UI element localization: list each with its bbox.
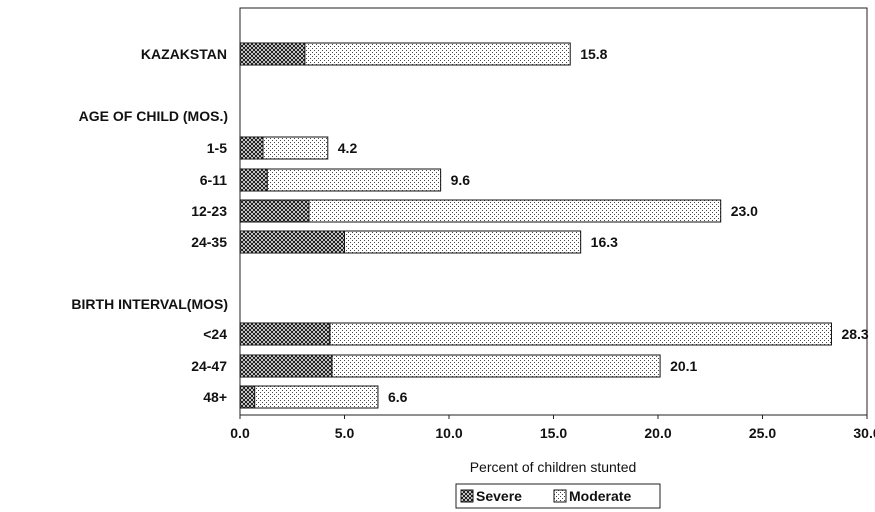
- category-label-48: 48+: [203, 389, 227, 405]
- bar-severe-24-47: [239, 354, 333, 378]
- bar-moderate-24: [329, 322, 832, 346]
- x-tick-label: 25.0: [749, 425, 776, 441]
- category-label-1-5: 1-5: [207, 140, 227, 156]
- x-tick-label: 5.0: [335, 425, 355, 441]
- bar-moderate-24-47: [331, 354, 661, 378]
- x-tick-label: 0.0: [230, 425, 250, 441]
- bar-moderate-kazakstan: [304, 42, 571, 66]
- legend-swatch-moderate: [553, 489, 567, 503]
- group-heading-birth-interval-mos: BIRTH INTERVAL(MOS): [71, 296, 228, 312]
- legend-swatch-severe: [460, 489, 474, 503]
- group-heading-age-of-child-mos: AGE OF CHILD (MOS.): [79, 108, 228, 124]
- bar-moderate-6-11: [266, 168, 442, 192]
- legend-label-severe: Severe: [476, 488, 522, 504]
- bars-layer: 15.8 4.2 9.6 23.0 16.3 28.3 20.1 6.6: [239, 42, 869, 409]
- x-axis-ticks: 0.0 5.0 10.0 15.0 20.0 25.0 30.0: [230, 415, 875, 441]
- bar-severe-6-11: [239, 168, 268, 192]
- category-label-kazakstan: KAZAKSTAN: [141, 46, 227, 62]
- value-label-kazakstan: 15.8: [580, 46, 607, 62]
- x-tick-label: 15.0: [540, 425, 567, 441]
- x-tick-label: 10.0: [435, 425, 462, 441]
- category-label-24-47: 24-47: [191, 358, 227, 374]
- value-label-48: 6.6: [388, 389, 408, 405]
- category-label-6-11: 6-11: [200, 172, 227, 188]
- bar-severe-24: [239, 322, 331, 346]
- category-label-12-23: 12-23: [191, 203, 227, 219]
- value-label-1-5: 4.2: [338, 140, 358, 156]
- category-label-24-35: 24-35: [191, 234, 227, 250]
- bar-moderate-24-35: [344, 230, 582, 254]
- bar-severe-kazakstan: [239, 42, 306, 66]
- value-label-24: 28.3: [841, 326, 868, 342]
- legend: Severe Moderate: [455, 483, 661, 509]
- bar-severe-1-5: [239, 136, 264, 160]
- value-label-6-11: 9.6: [451, 172, 471, 188]
- value-label-24-47: 20.1: [670, 358, 697, 374]
- bar-severe-48: [239, 385, 256, 409]
- value-label-12-23: 23.0: [731, 203, 758, 219]
- legend-label-moderate: Moderate: [569, 488, 631, 504]
- category-label-24: <24: [203, 326, 227, 342]
- x-tick-label: 30.0: [853, 425, 875, 441]
- bar-moderate-1-5: [262, 136, 329, 160]
- value-label-24-35: 16.3: [591, 234, 618, 250]
- x-tick-label: 20.0: [644, 425, 671, 441]
- bar-moderate-12-23: [308, 199, 722, 223]
- category-labels-layer: KAZAKSTAN AGE OF CHILD (MOS.) 1-5 6-11 12-23…: [71, 46, 228, 405]
- bar-moderate-48: [254, 385, 379, 409]
- bar-severe-12-23: [239, 199, 310, 223]
- x-axis-label: Percent of children stunted: [470, 459, 637, 475]
- bar-severe-24-35: [239, 230, 345, 254]
